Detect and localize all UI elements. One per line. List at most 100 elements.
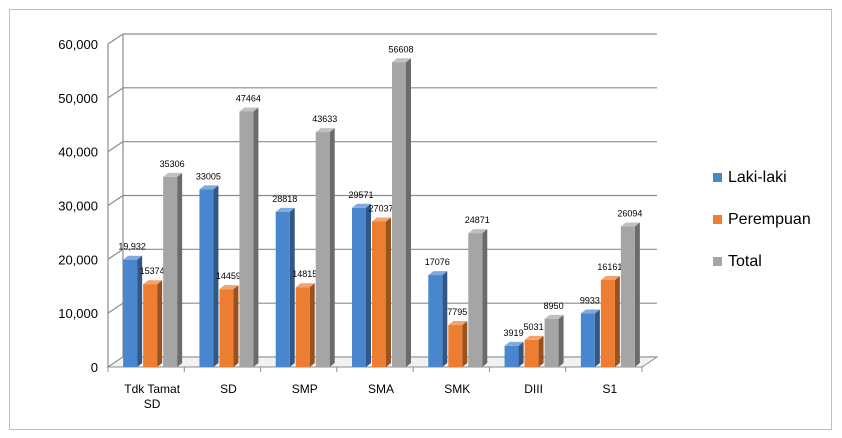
x-tick-label: S1 xyxy=(603,382,618,396)
bar-top xyxy=(524,335,544,340)
bar-top xyxy=(275,207,295,212)
data-label: 17076 xyxy=(425,257,450,267)
data-label: 9933 xyxy=(580,296,600,306)
bar-top xyxy=(392,58,411,63)
x-tick-label: SMP xyxy=(292,382,318,396)
bar-side xyxy=(177,172,183,367)
bar-side xyxy=(634,222,640,367)
bar-top xyxy=(352,203,371,208)
y-tick-label: 50,000 xyxy=(58,91,98,106)
bar-side xyxy=(329,128,335,367)
bar xyxy=(372,221,386,367)
gridline-depth xyxy=(107,141,124,153)
bar xyxy=(428,275,443,367)
data-label: 14815 xyxy=(292,269,317,279)
data-label: 7795 xyxy=(447,307,467,317)
bar-top xyxy=(239,107,259,112)
bar-side xyxy=(538,335,544,367)
bar xyxy=(544,318,559,367)
bar-top xyxy=(199,185,219,190)
bar xyxy=(199,189,214,367)
bar xyxy=(620,226,635,367)
bar-side xyxy=(137,255,143,367)
bar-side xyxy=(518,341,524,367)
legend-label: Perempuan xyxy=(728,211,811,228)
bar-top xyxy=(580,309,600,314)
y-tick-label: 40,000 xyxy=(58,145,98,160)
bar xyxy=(315,132,330,367)
data-label: 29571 xyxy=(348,190,373,200)
bar-top xyxy=(468,229,488,234)
bar-side xyxy=(309,283,315,367)
bar xyxy=(504,345,519,367)
data-label: 8950 xyxy=(544,301,564,311)
bar-side xyxy=(442,271,448,367)
y-tick-label: 30,000 xyxy=(58,199,98,214)
gridline-depth xyxy=(107,33,124,45)
bar-top xyxy=(143,280,163,285)
data-label: 43633 xyxy=(312,114,337,124)
gridline-depth xyxy=(107,302,124,314)
bar-top xyxy=(219,285,239,290)
bar-side xyxy=(253,107,259,367)
data-label: 33005 xyxy=(196,171,221,181)
bar xyxy=(468,233,483,367)
legend-label: Laki-laki xyxy=(728,169,787,186)
bar xyxy=(295,287,310,367)
data-label: 26094 xyxy=(617,209,642,219)
bar-side xyxy=(289,207,295,367)
bar xyxy=(448,325,463,367)
bar xyxy=(239,111,254,367)
bar-side xyxy=(594,309,600,367)
gridline-depth xyxy=(107,87,124,99)
bar xyxy=(392,62,406,368)
x-tick-label: DIII xyxy=(524,382,543,396)
bar xyxy=(163,176,178,367)
bar xyxy=(580,313,595,367)
legend-swatch xyxy=(713,215,722,224)
bar-side xyxy=(386,217,391,367)
x-tick-label: SMK xyxy=(444,382,470,396)
bar xyxy=(219,289,234,367)
x-tick-label: SD xyxy=(220,382,237,396)
bar-side xyxy=(482,229,488,367)
data-label: 19,932 xyxy=(118,242,146,252)
y-tick-label: 0 xyxy=(91,360,98,375)
data-label: 14459 xyxy=(216,271,241,281)
data-label: 24871 xyxy=(465,215,490,225)
bar-top xyxy=(315,128,335,133)
gridline-depth xyxy=(107,248,124,260)
bar xyxy=(352,207,366,367)
x-tick-label: SD xyxy=(144,397,161,411)
bar xyxy=(123,259,138,367)
bar-top xyxy=(372,217,391,222)
legend-label: Total xyxy=(728,253,762,270)
data-label: 15374 xyxy=(140,266,165,276)
bar-top xyxy=(428,271,448,276)
data-label: 35306 xyxy=(160,159,185,169)
data-label: 56608 xyxy=(388,44,413,54)
bar-top xyxy=(620,222,640,227)
bar-side xyxy=(462,321,468,367)
legend-swatch xyxy=(713,173,722,182)
data-label: 47464 xyxy=(236,93,261,103)
y-tick-label: 10,000 xyxy=(58,306,98,321)
x-tick-label: Tdk Tamat xyxy=(124,382,180,396)
bar-top xyxy=(163,172,183,177)
bar-side xyxy=(366,203,371,367)
bar-top xyxy=(448,321,468,326)
bar-top xyxy=(123,255,143,260)
data-label: 28818 xyxy=(272,194,297,204)
x-tick-label: SMA xyxy=(368,382,394,396)
bar-top xyxy=(295,283,315,288)
y-tick-label: 20,000 xyxy=(58,252,98,267)
bar-side xyxy=(213,185,219,367)
bar xyxy=(524,339,539,367)
gridline-depth xyxy=(107,195,124,206)
data-label: 3919 xyxy=(504,328,524,338)
bar-side xyxy=(233,285,239,367)
data-label: 16161 xyxy=(597,262,622,272)
data-label: 27037 xyxy=(368,203,393,213)
bar xyxy=(600,279,615,367)
